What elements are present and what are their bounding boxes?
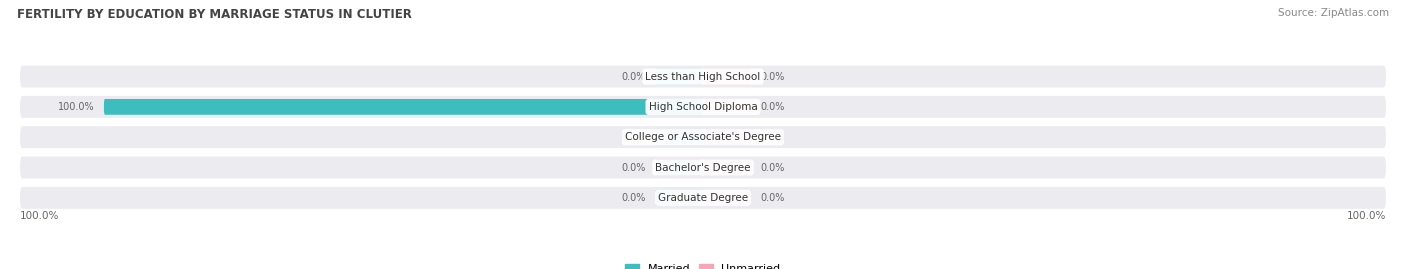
FancyBboxPatch shape xyxy=(20,157,1386,178)
Text: 0.0%: 0.0% xyxy=(759,102,785,112)
FancyBboxPatch shape xyxy=(104,99,703,115)
Text: 0.0%: 0.0% xyxy=(621,132,647,142)
Text: 0.0%: 0.0% xyxy=(759,72,785,82)
Text: Less than High School: Less than High School xyxy=(645,72,761,82)
FancyBboxPatch shape xyxy=(703,129,751,145)
Text: 100.0%: 100.0% xyxy=(1347,211,1386,221)
Text: 0.0%: 0.0% xyxy=(621,193,647,203)
Text: 0.0%: 0.0% xyxy=(759,193,785,203)
Text: Graduate Degree: Graduate Degree xyxy=(658,193,748,203)
FancyBboxPatch shape xyxy=(703,190,751,206)
Text: 0.0%: 0.0% xyxy=(759,132,785,142)
Text: 100.0%: 100.0% xyxy=(20,211,59,221)
FancyBboxPatch shape xyxy=(703,69,751,84)
Text: Source: ZipAtlas.com: Source: ZipAtlas.com xyxy=(1278,8,1389,18)
FancyBboxPatch shape xyxy=(703,99,751,115)
FancyBboxPatch shape xyxy=(20,66,1386,87)
Text: FERTILITY BY EDUCATION BY MARRIAGE STATUS IN CLUTIER: FERTILITY BY EDUCATION BY MARRIAGE STATU… xyxy=(17,8,412,21)
FancyBboxPatch shape xyxy=(20,126,1386,148)
FancyBboxPatch shape xyxy=(655,190,703,206)
Text: 100.0%: 100.0% xyxy=(58,102,96,112)
FancyBboxPatch shape xyxy=(20,187,1386,209)
FancyBboxPatch shape xyxy=(655,160,703,175)
FancyBboxPatch shape xyxy=(655,129,703,145)
Legend: Married, Unmarried: Married, Unmarried xyxy=(621,259,785,269)
Text: College or Associate's Degree: College or Associate's Degree xyxy=(626,132,780,142)
Text: 0.0%: 0.0% xyxy=(621,162,647,172)
FancyBboxPatch shape xyxy=(20,96,1386,118)
Text: 0.0%: 0.0% xyxy=(759,162,785,172)
Text: 0.0%: 0.0% xyxy=(621,72,647,82)
FancyBboxPatch shape xyxy=(655,69,703,84)
Text: High School Diploma: High School Diploma xyxy=(648,102,758,112)
Text: Bachelor's Degree: Bachelor's Degree xyxy=(655,162,751,172)
FancyBboxPatch shape xyxy=(703,160,751,175)
